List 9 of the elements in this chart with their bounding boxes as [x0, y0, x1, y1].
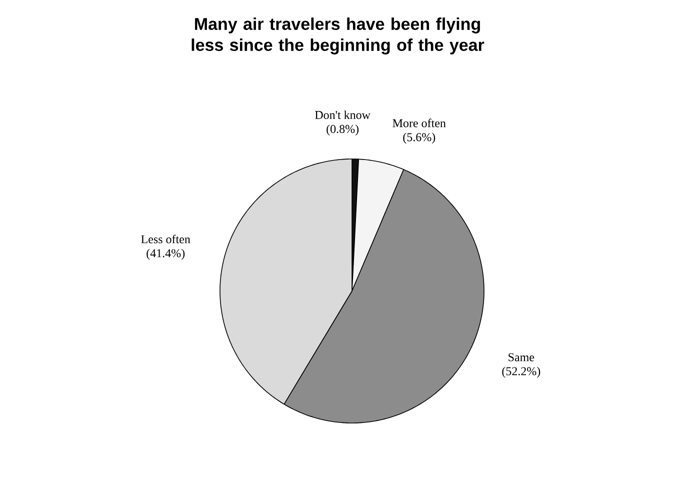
data-label: (5.6%) [403, 132, 436, 144]
data-label: (0.8%) [326, 124, 359, 136]
slice-label: Same [508, 353, 534, 362]
slice-label: More often [392, 118, 446, 128]
data-label: (41.4%) [146, 248, 185, 260]
slice-label: Less often [141, 234, 190, 244]
slice-label: Don't know [315, 110, 370, 120]
data-label: (52.2%) [502, 366, 540, 378]
chart-title: Many air travelers have been flying less since the beginning of the year [192, 18, 484, 54]
